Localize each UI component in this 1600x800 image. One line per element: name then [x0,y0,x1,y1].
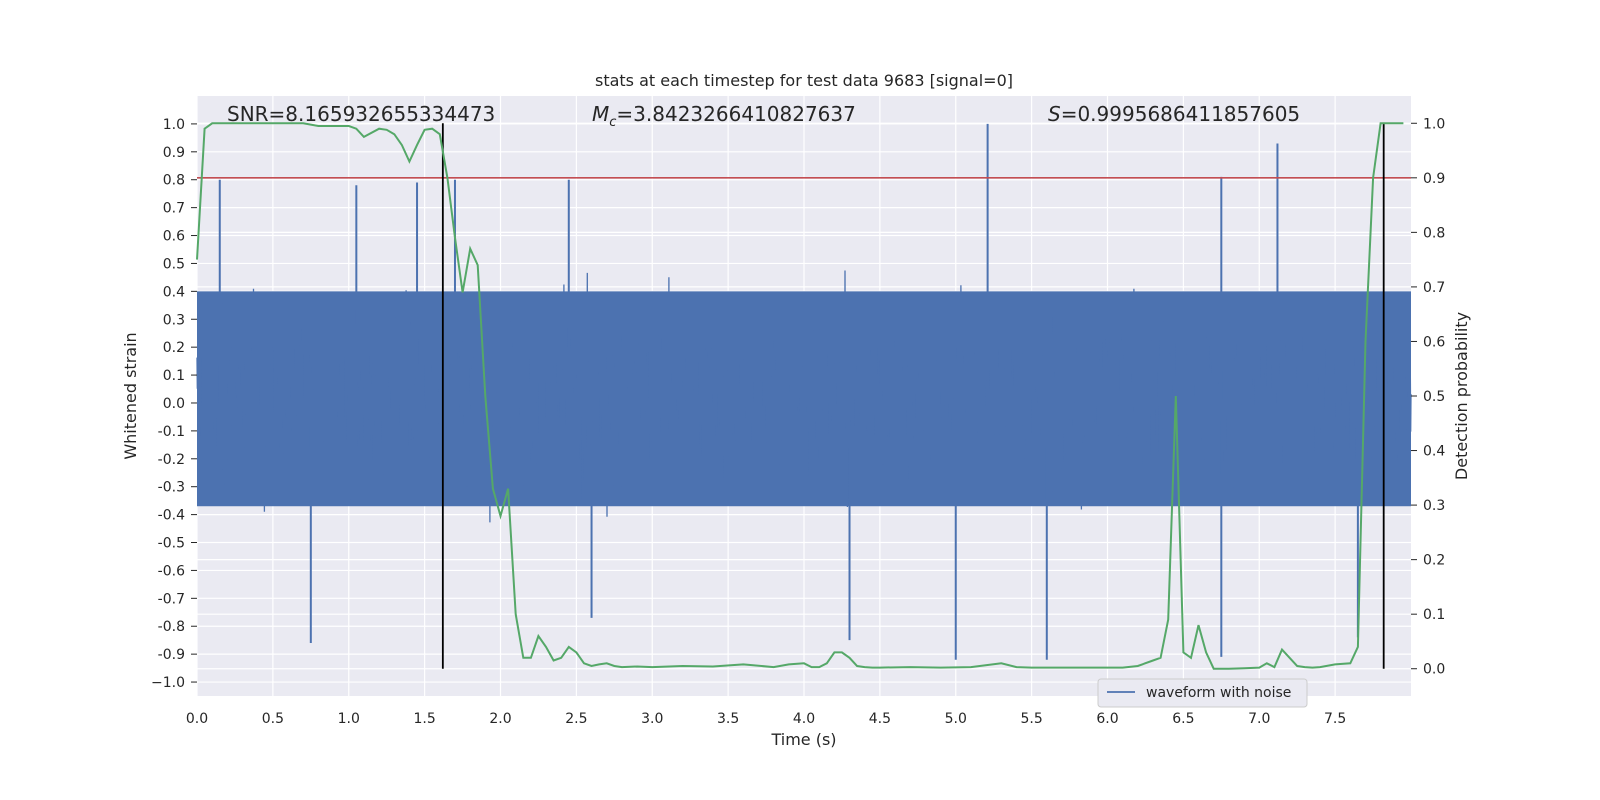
waveform-series [196,123,1412,660]
y-tick-label: -0.7 [158,591,185,607]
right-y-axis-label: Detection probability [1452,312,1471,480]
y-tick-labels: 1.0 0.9 0.8 0.7 0.6 0.5 0.4 0.3 0.2 0.1 0.0 -0.1 -0.… [151,117,197,691]
right-y-tick-label: 0.8 [1423,225,1445,241]
s-symbol: S [1048,102,1061,126]
y-tick-label: 0.8 [163,173,185,189]
s-value: =0.9995686411857605 [1061,102,1300,126]
detection-probability-line [196,122,1404,670]
x-axis-label: Time (s) [770,730,836,749]
x-tick-label: 3.0 [641,711,663,727]
right-y-tick-label: 0.5 [1423,389,1445,405]
overlay-lines [196,122,1411,670]
right-y-tick-label: 0.9 [1423,171,1445,187]
legend: waveform with noise [1097,678,1308,708]
mc-value: =3.8423266410827637 [616,102,855,126]
y-tick-label: -0.3 [158,480,185,496]
x-tick-label: 2.5 [565,711,587,727]
y-tick-label: -0.6 [158,563,185,579]
right-y-tick-label: 0.2 [1423,553,1445,569]
x-tick-label: 5.5 [1020,711,1042,727]
y-tick-label: -0.8 [158,619,185,635]
y-tick-label: 1.0 [163,117,185,133]
x-tick-label: 0.5 [262,711,284,727]
y-tick-label: 0.9 [163,145,185,161]
x-tick-label: 1.0 [338,711,360,727]
right-y-tick-label: 0.0 [1423,662,1445,678]
snr-annotation: SNR=8.165932655334473 [227,102,495,126]
chirp-mass-annotation: Mc=3.8423266410827637 [592,102,856,130]
x-tick-label: 4.0 [793,711,815,727]
right-y-tick-label: 0.1 [1423,607,1445,623]
y-tick-label: 0.6 [163,229,185,245]
x-tick-labels: 0.0 0.5 1.0 1.5 2.0 2.5 3.0 3.5 4.0 4.5 5.0 5.5 6.0 6… [186,711,1346,727]
y-tick-label: -0.4 [158,508,185,524]
x-tick-label: 6.0 [1096,711,1118,727]
y-tick-label: −1.0 [151,675,185,691]
x-tick-label: 7.0 [1248,711,1270,727]
right-y-tick-label: 0.6 [1423,334,1445,350]
legend-label: waveform with noise [1146,685,1291,701]
right-y-tick-label: 1.0 [1423,116,1445,132]
y-axis-label: Whitened strain [121,332,140,459]
right-y-tick-label: 0.7 [1423,280,1445,296]
right-y-tick-labels: 1.0 0.9 0.8 0.7 0.6 0.5 0.4 0.3 0.2 0.1 0.0 [1411,116,1445,678]
chart-title: stats at each timestep for test data 968… [595,71,1013,90]
waveform-line [196,270,1412,523]
right-y-tick-label: 0.4 [1423,444,1445,460]
right-y-tick-label: 0.3 [1423,498,1445,514]
x-tick-label: 1.5 [413,711,435,727]
y-tick-label: 0.5 [163,256,185,272]
x-tick-label: 6.5 [1172,711,1194,727]
x-tick-label: 7.5 [1324,711,1346,727]
y-tick-label: 0.1 [163,368,185,384]
y-tick-label: -0.2 [158,452,185,468]
x-tick-label: 5.0 [945,711,967,727]
x-tick-label: 4.5 [869,711,891,727]
mc-subscript: c [609,115,616,130]
y-tick-label: 0.4 [163,284,185,300]
legend-box [1097,678,1308,708]
y-tick-label: -0.1 [158,424,185,440]
mc-symbol: M [592,102,609,126]
y-tick-label: 0.0 [163,396,185,412]
y-tick-label: 0.2 [163,340,185,356]
x-tick-label: 0.0 [186,711,208,727]
y-tick-label: -0.9 [158,647,185,663]
y-tick-label: -0.5 [158,536,185,552]
x-tick-label: 3.5 [717,711,739,727]
y-tick-label: 0.3 [163,312,185,328]
score-annotation: S=0.9995686411857605 [1048,102,1300,126]
y-tick-label: 0.7 [163,201,185,217]
x-tick-label: 2.0 [489,711,511,727]
